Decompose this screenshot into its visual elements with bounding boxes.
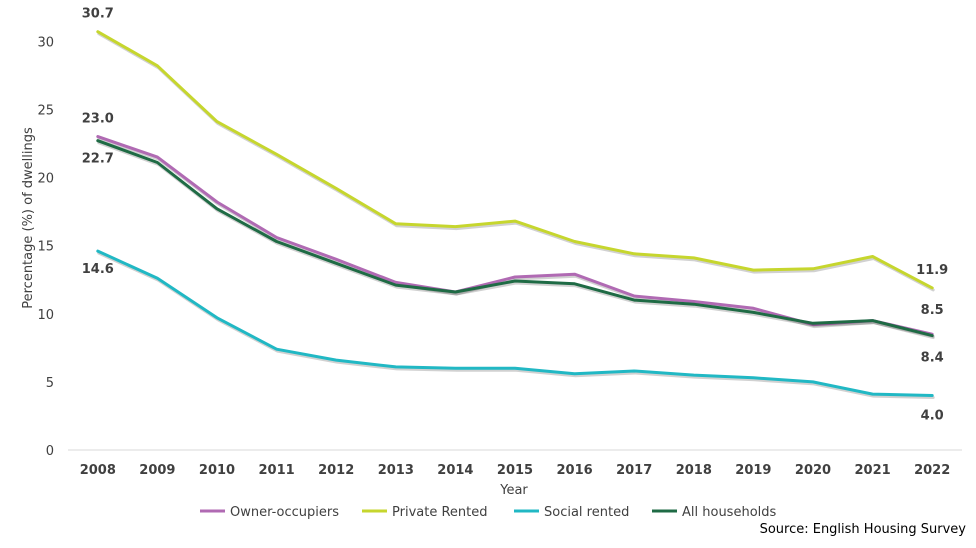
series-line-social-rented [96,249,934,397]
series-lines [96,30,935,399]
y-tick-label: 20 [37,172,54,187]
y-tick-label: 15 [37,240,54,255]
x-tick-label: 2012 [318,463,354,478]
y-tick-label: 25 [37,103,54,118]
y-tick-label: 0 [46,444,54,459]
legend: Owner-occupiers Private Rented Social rent… [200,505,777,520]
x-tick-label: 2014 [437,463,473,478]
legend-label-social-rented: Social rented [544,505,629,520]
x-tick-label: 2010 [199,463,235,478]
series-line-private-rented [96,30,934,290]
data-label: 14.6 [82,262,114,277]
x-tick-label: 2009 [139,463,175,478]
data-label: 30.7 [82,7,114,22]
x-tick-label: 2013 [378,463,414,478]
y-axis-title: Percentage (%) of dwellings [21,127,36,309]
y-tick-label: 5 [46,376,54,391]
x-tick-label: 2008 [80,463,116,478]
x-tick-label: 2020 [795,463,831,478]
x-tick-label: 2022 [914,463,950,478]
data-label: 23.0 [82,112,114,127]
x-tick-label: 2015 [497,463,533,478]
x-tick-label: 2011 [259,463,295,478]
series-line-all-households [96,139,934,338]
x-tick-label: 2018 [676,463,712,478]
legend-label-owner-occupiers: Owner-occupiers [230,505,339,520]
x-tick-label: 2019 [735,463,771,478]
data-label: 22.7 [82,152,114,167]
legend-label-all-households: All households [682,505,777,520]
data-label: 8.5 [921,303,944,318]
legend-label-private-rented: Private Rented [392,505,488,520]
series-shadow-private-rented [97,32,935,292]
series-shadow-all-households [97,141,935,340]
y-axis-ticks: 0 5 10 15 20 25 30 [37,35,54,459]
data-label: 11.9 [916,263,948,278]
series-line-owner-occupiers [96,135,934,336]
data-label: 4.0 [921,409,944,424]
y-tick-label: 10 [37,308,54,323]
x-tick-label: 2017 [616,463,652,478]
x-axis-title: Year [499,483,528,498]
source-note: Source: English Housing Survey [760,522,967,537]
y-tick-label: 30 [37,35,54,50]
x-tick-label: 2021 [855,463,891,478]
data-labels: 30.7 23.0 22.7 14.6 11.9 8.5 8.4 4.0 [82,7,948,424]
data-label: 8.4 [921,351,944,366]
x-axis-ticks: 2008 2009 2010 2011 2012 2013 2014 2015 2016 2017… [80,463,951,478]
series-shadow-owner-occupiers [97,137,935,338]
x-tick-label: 2016 [557,463,593,478]
